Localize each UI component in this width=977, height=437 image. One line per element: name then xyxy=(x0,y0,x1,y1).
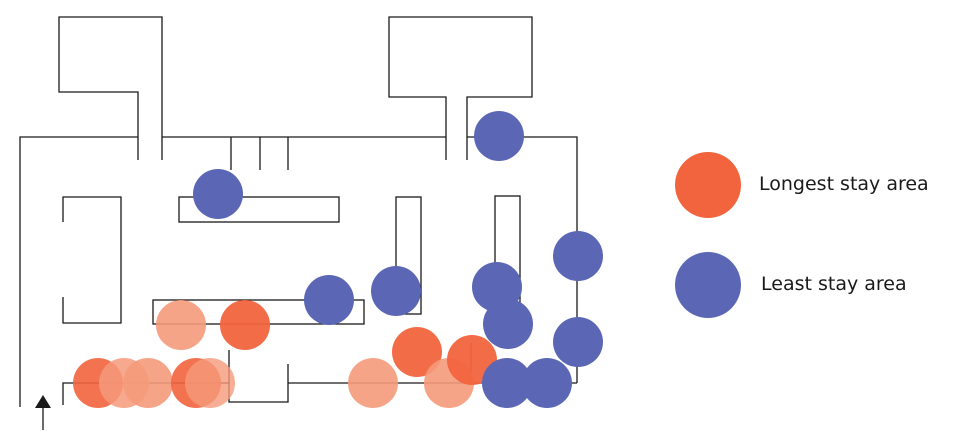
least-stay-marker-14 xyxy=(371,266,421,316)
stay-markers xyxy=(73,111,603,408)
longest-stay-marker-7 xyxy=(348,358,398,408)
up-arrow-icon xyxy=(35,395,51,430)
legend-longest-dot xyxy=(675,152,741,218)
longest-stay-marker-2 xyxy=(123,358,173,408)
longest-stay-marker-6 xyxy=(220,300,270,350)
floor-plan-walls xyxy=(19,16,578,407)
least-stay-marker-13 xyxy=(304,275,354,325)
longest-stay-marker-4 xyxy=(185,358,235,408)
longest-stay-marker-5 xyxy=(156,300,206,350)
least-stay-marker-16 xyxy=(483,299,533,349)
legend-longest-label: Longest stay area xyxy=(759,173,929,195)
least-stay-marker-19 xyxy=(482,358,532,408)
legend-least-label: Least stay area xyxy=(761,273,907,295)
legend-markers xyxy=(675,152,741,318)
least-stay-marker-12 xyxy=(193,169,243,219)
legend-least-dot xyxy=(675,252,741,318)
least-stay-marker-17 xyxy=(553,231,603,281)
longest-stay-marker-8 xyxy=(392,327,442,377)
least-stay-marker-20 xyxy=(522,358,572,408)
least-stay-marker-18 xyxy=(553,317,603,367)
least-stay-marker-11 xyxy=(474,111,524,161)
